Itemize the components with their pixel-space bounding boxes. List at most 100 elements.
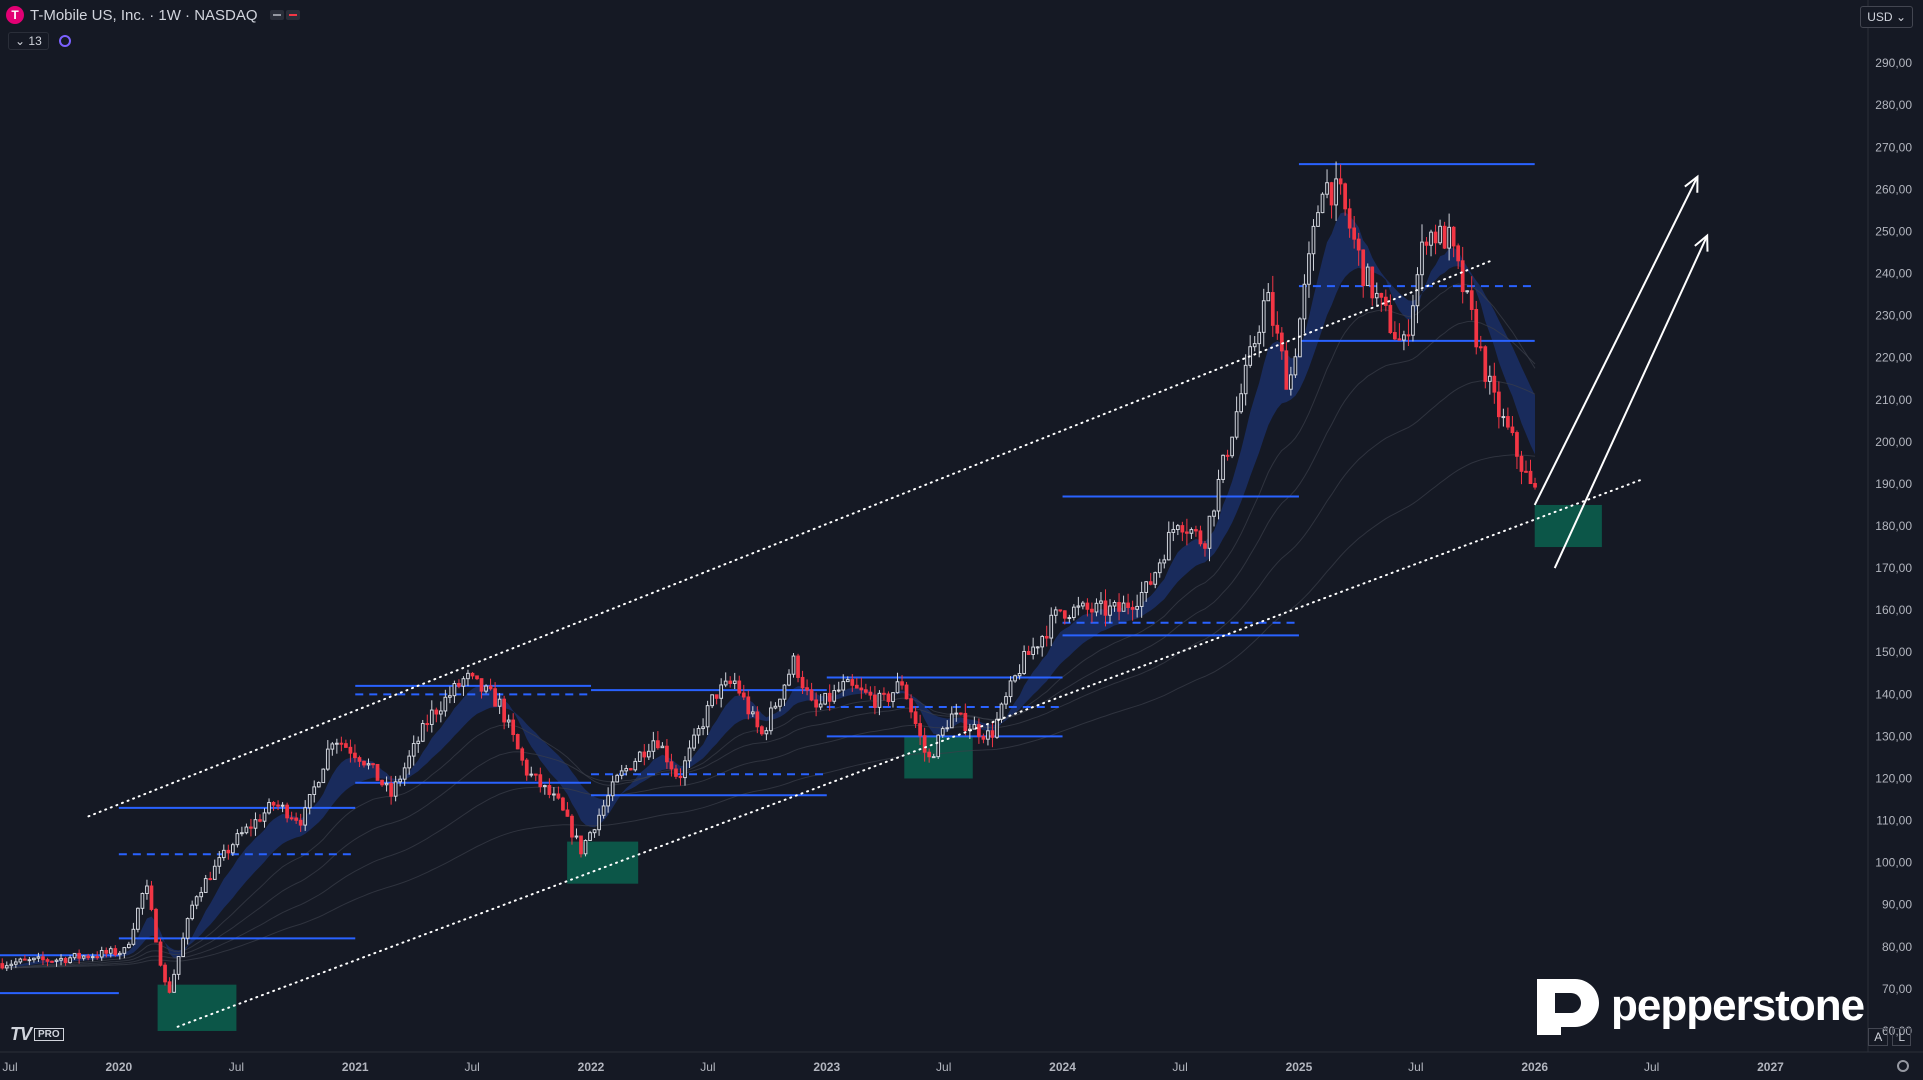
candle-body	[375, 763, 380, 781]
log-scale-button[interactable]: L	[1892, 1028, 1911, 1046]
candle-body	[81, 955, 86, 959]
candle-body	[1221, 454, 1225, 480]
candle-body	[1383, 296, 1388, 306]
candle-body	[1017, 673, 1022, 677]
candle-body	[1338, 178, 1343, 185]
candle-body	[1388, 304, 1393, 334]
candle-body	[344, 743, 348, 748]
remove-icon[interactable]	[285, 10, 300, 20]
candle-body	[913, 711, 918, 725]
projection-arrows[interactable]	[1533, 174, 1709, 569]
trendlines[interactable]	[87, 259, 1643, 1028]
candle-body	[1203, 543, 1207, 549]
candle-body	[434, 709, 439, 715]
candle-body	[832, 690, 837, 702]
candle-body	[1424, 241, 1429, 246]
candle-body	[1506, 416, 1510, 428]
candle-body	[1393, 332, 1397, 340]
candle-body	[1121, 602, 1126, 612]
candle-body	[845, 679, 850, 683]
candle-body	[1370, 266, 1375, 299]
indicator-settings-icon[interactable]	[58, 35, 71, 47]
candle-body	[1460, 260, 1465, 293]
candle-body	[1135, 605, 1139, 610]
candle-body	[533, 773, 538, 776]
auto-scale-button[interactable]: A	[1868, 1028, 1889, 1046]
candle-body	[127, 943, 131, 949]
candle-body	[936, 734, 941, 758]
candle-body	[1293, 356, 1298, 376]
candle-body	[990, 730, 995, 738]
candle-body	[773, 705, 778, 709]
candle-body	[723, 680, 728, 686]
candle-body	[741, 692, 746, 698]
candle-body	[728, 680, 733, 684]
indicator-toggle-button[interactable]: ⌄ 13	[8, 32, 49, 50]
candle-body	[86, 955, 91, 959]
candle-body	[54, 959, 59, 962]
candle-body	[163, 964, 167, 983]
candle-body	[448, 695, 452, 698]
candle-body	[199, 891, 204, 898]
candle-body	[136, 907, 140, 930]
time-tick-label: 2021	[342, 1060, 369, 1074]
candle-body	[524, 759, 529, 776]
candle-body	[981, 735, 986, 740]
candle-body	[958, 712, 963, 715]
candle-body	[1071, 606, 1076, 619]
candle-body	[475, 675, 479, 680]
candle-body	[940, 728, 945, 736]
candle-body	[995, 718, 999, 738]
candle-body	[249, 826, 253, 829]
header-controls	[269, 10, 300, 20]
minus-icon[interactable]	[269, 10, 284, 20]
candle-body	[660, 745, 665, 749]
candle-body	[760, 726, 764, 735]
candle-body	[1469, 290, 1474, 310]
candle-body	[497, 698, 502, 707]
candle-body	[895, 681, 900, 694]
candle-body	[253, 819, 258, 829]
gear-icon[interactable]	[1897, 1060, 1909, 1072]
candle-body	[371, 763, 375, 766]
candle-body	[353, 752, 357, 759]
candle-body	[63, 957, 68, 964]
time-axis[interactable]: Jul 2020 Jul 2021 Jul 2022 Jul 2023 Jul 2024 Jul 20…	[2, 1060, 1784, 1074]
candle-body	[113, 948, 118, 956]
candle-body	[50, 960, 54, 963]
candle-body	[511, 719, 516, 736]
candle-body	[280, 804, 285, 807]
candle-body	[271, 802, 276, 806]
indicator-count: 13	[28, 34, 42, 48]
time-tick-label: 2027	[1757, 1060, 1784, 1074]
price-tick-label: 200,00	[1875, 435, 1912, 449]
upper-channel-line	[87, 259, 1492, 818]
candle-body	[99, 950, 104, 958]
tmobile-logo-icon: T	[6, 6, 24, 24]
candle-body	[348, 746, 353, 754]
candle-body	[909, 698, 913, 713]
candle-body	[1067, 617, 1072, 620]
candle-body	[1279, 332, 1284, 352]
candle-body	[1316, 212, 1320, 227]
candle-body	[619, 770, 624, 776]
price-tick-label: 90,00	[1882, 898, 1912, 912]
candle-body	[36, 956, 41, 959]
price-tick-label: 180,00	[1875, 519, 1912, 533]
symbol-title[interactable]: T-Mobile US, Inc. · 1W · NASDAQ	[30, 6, 258, 24]
tradingview-mark-icon: TV	[10, 1024, 32, 1044]
currency-selector[interactable]: USD ⌄	[1860, 6, 1913, 28]
candle-body	[479, 678, 484, 692]
candle-body	[1438, 225, 1442, 244]
candle-body	[1411, 305, 1415, 336]
candle-body	[457, 682, 461, 687]
candle-body	[863, 689, 868, 693]
candle-body	[1433, 231, 1438, 244]
candle-body	[145, 885, 149, 894]
candle-body	[999, 703, 1004, 720]
candle-body	[1008, 680, 1013, 698]
candle-body	[529, 773, 534, 776]
currency-label: USD	[1867, 10, 1893, 24]
candle-body	[285, 804, 289, 819]
